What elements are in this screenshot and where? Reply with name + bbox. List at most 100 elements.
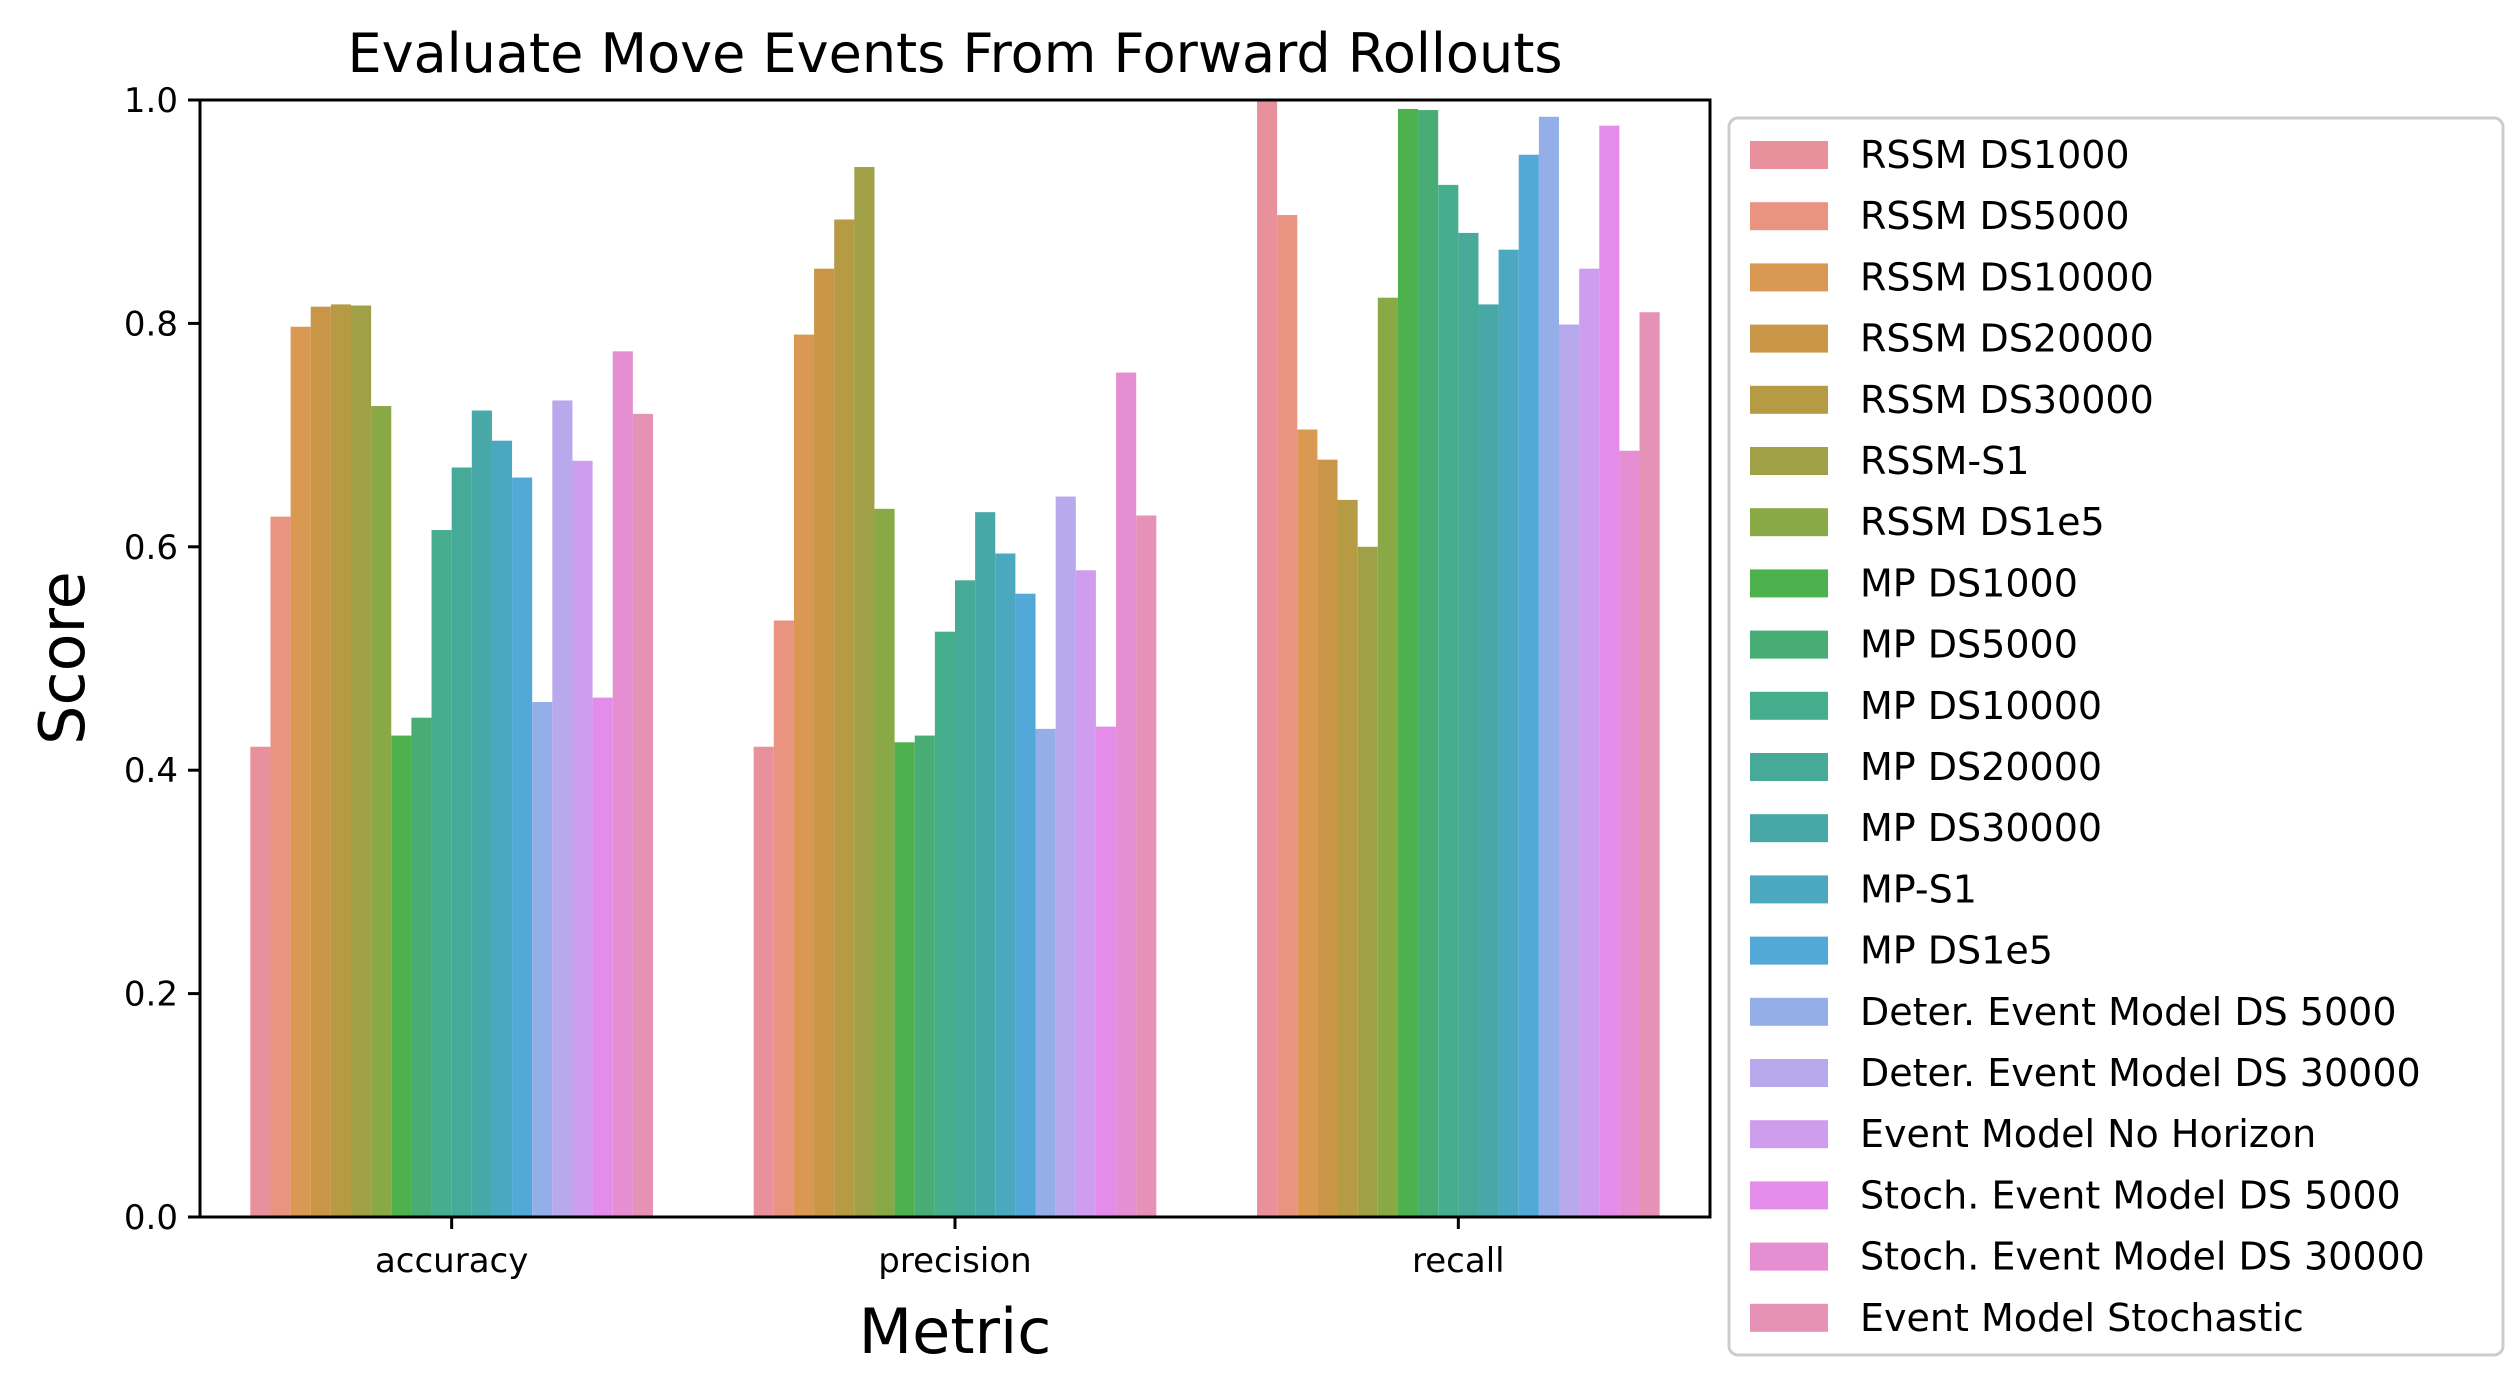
bar [1438,184,1459,1217]
bar [1257,100,1278,1217]
legend-label: RSSM DS1000 [1860,133,2130,177]
bar [773,620,794,1217]
plot-frame [198,98,1712,1219]
bar [1619,450,1640,1217]
bar [1418,110,1439,1217]
bar [1377,297,1398,1218]
bar [532,702,553,1217]
legend-swatch [1750,997,1828,1026]
legend-swatch [1750,385,1828,414]
bar [411,717,432,1217]
bar [1478,304,1499,1217]
bar [1518,154,1539,1218]
bar [572,460,593,1217]
legend-label: MP DS20000 [1860,745,2102,789]
bar [975,512,996,1217]
legend-label: MP DS10000 [1860,684,2102,728]
bar [1055,496,1076,1217]
legend-label: Event Model No Horizon [1860,1112,2316,1156]
chart-title: Evaluate Move Events From Forward Rollou… [348,22,1563,85]
legend-swatch [1750,447,1828,475]
legend: RSSM DS1000 RSSM DS5000 RSSM DS10000 RSSM D… [1727,116,2505,1357]
legend-label: RSSM DS10000 [1860,255,2154,299]
bar [1397,108,1419,1218]
bar [592,697,613,1217]
legend-swatch [1750,630,1828,659]
legend-swatch [1750,202,1828,231]
bar [1015,593,1036,1217]
bar [1116,372,1137,1217]
bar [955,580,976,1217]
bar [1095,726,1117,1217]
legend-label: MP DS30000 [1860,806,2102,850]
legend-label: Event Model Stochastic [1860,1296,2304,1340]
legend-label: MP-S1 [1860,867,1977,911]
bar [1035,728,1056,1217]
legend-label: RSSM DS1e5 [1860,500,2105,544]
bar [290,326,311,1217]
bar [250,746,271,1217]
bar [854,167,875,1217]
y-tick-label: 1.0 [124,81,178,121]
legend-swatch [1750,814,1828,843]
bar [431,530,452,1217]
axis-ticks: 0.0 0.2 0.4 0.6 0.8 1.0 accuracy precision recal… [124,81,1505,1281]
legend-label: RSSM-S1 [1860,439,2029,483]
legend-swatch [1750,1181,1828,1210]
legend-label: RSSM DS5000 [1860,194,2130,238]
bar [914,735,935,1217]
bar [351,305,372,1217]
bar [874,508,895,1217]
bar [310,306,331,1217]
bar [1357,546,1378,1217]
bar [391,735,412,1217]
x-axis-label: Metric [859,1295,1052,1368]
legend-label: MP DS1e5 [1860,929,2053,973]
bar [612,351,633,1217]
bar [1599,125,1620,1218]
legend-items: RSSM DS1000 RSSM DS5000 RSSM DS10000 RSSM D… [1750,133,2425,1340]
bar [1075,570,1096,1217]
y-tick-label: 0.6 [124,528,178,568]
legend-label: RSSM DS20000 [1860,317,2154,361]
bar [632,413,653,1217]
bar [1136,515,1157,1217]
legend-swatch [1750,753,1828,781]
legend-swatch [1750,1059,1828,1087]
bars-layer [250,100,1660,1218]
legend-label: MP DS5000 [1860,623,2078,667]
bar [371,406,392,1217]
bar [1277,215,1298,1218]
bar [1317,459,1338,1217]
legend-swatch [1750,691,1828,720]
legend-label: MP DS1000 [1860,561,2078,605]
legend-label: Deter. Event Model DS 30000 [1860,1051,2421,1095]
legend-swatch [1750,875,1828,904]
legend-swatch [1750,508,1828,537]
legend-label: Deter. Event Model DS 5000 [1860,990,2397,1034]
legend-swatch [1750,936,1828,965]
bar [894,742,915,1217]
y-axis-label: Score [26,571,99,745]
bar [1458,232,1479,1218]
legend-swatch [1750,263,1828,292]
bar [330,304,351,1217]
bar [834,219,855,1217]
bar [753,746,774,1217]
bar [451,467,472,1217]
x-tick-label: recall [1412,1241,1505,1281]
x-tick-label: accuracy [375,1241,528,1281]
bar [995,553,1016,1217]
legend-frame [1727,116,2505,1357]
bar [1297,429,1318,1217]
bar [934,631,955,1217]
bar [1498,249,1519,1217]
bar [1579,268,1600,1217]
y-tick-label: 0.2 [124,975,178,1015]
legend-label: Stoch. Event Model DS 5000 [1860,1173,2401,1217]
bar [1337,499,1358,1217]
bar [1538,116,1559,1217]
legend-swatch [1750,324,1828,353]
